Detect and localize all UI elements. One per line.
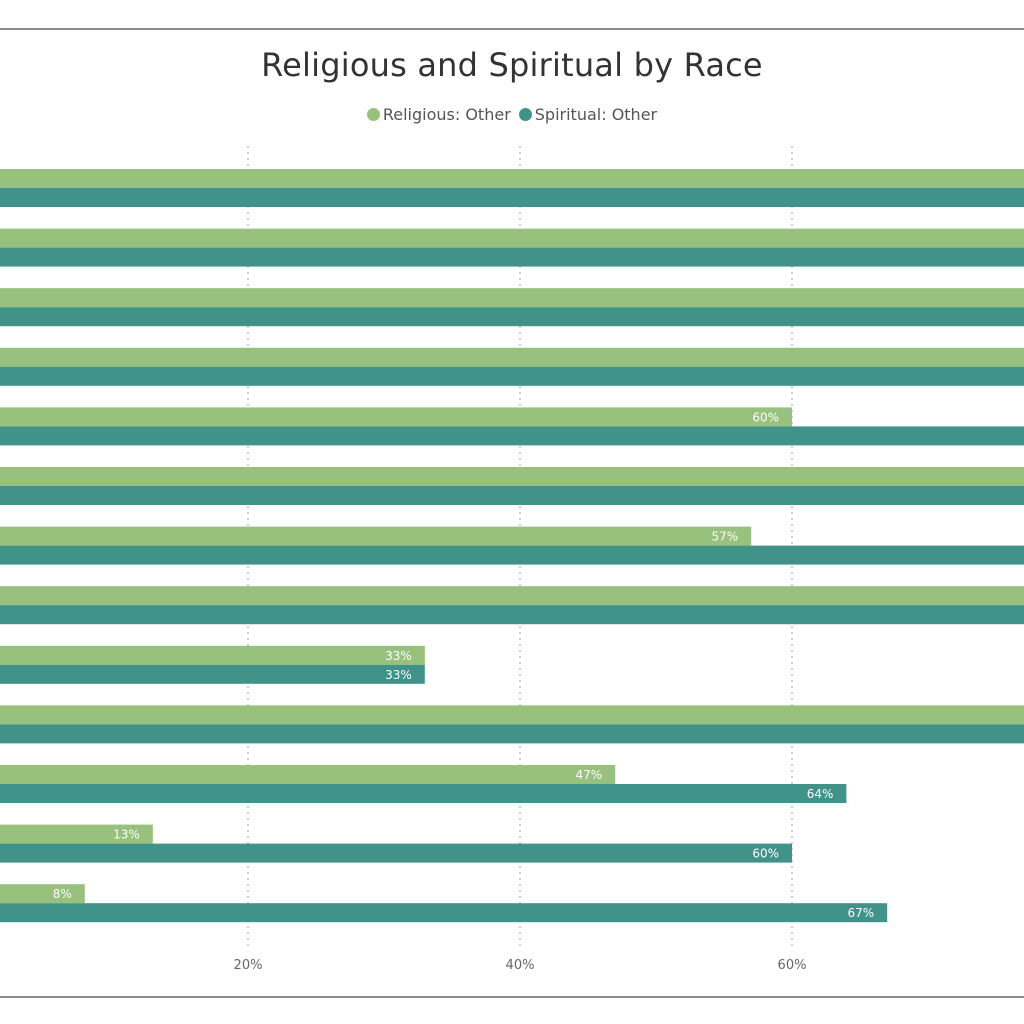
bar-religious[interactable] [0, 765, 616, 784]
x-tick-label: 20% [234, 958, 263, 973]
legend-item-spiritual[interactable]: Spiritual: Other [518, 105, 658, 124]
data-label: 8% [53, 887, 72, 901]
x-tick-label: 60% [778, 958, 807, 973]
data-label: 67% [848, 906, 875, 920]
bar-religious[interactable] [0, 467, 1024, 486]
data-label: 57% [712, 530, 739, 544]
bar-religious[interactable] [0, 645, 425, 665]
bar-religious[interactable] [0, 586, 1024, 606]
bar-spiritual[interactable] [0, 843, 792, 863]
data-label: 33% [385, 668, 412, 682]
bar-religious[interactable] [0, 288, 1024, 308]
bar-spiritual[interactable] [0, 426, 1024, 446]
bar-religious[interactable] [0, 228, 1024, 248]
chart-title: Religious and Spiritual by Race [261, 46, 763, 84]
legend-label-spiritual: Spiritual: Other [534, 105, 658, 124]
data-label: 64% [807, 787, 834, 801]
bar-religious[interactable] [0, 705, 1024, 725]
bar-spiritual[interactable] [0, 545, 1024, 565]
legend-dot-religious [366, 108, 380, 121]
data-label: 47% [576, 768, 603, 782]
bar-religious[interactable] [0, 824, 153, 844]
top-border [0, 28, 1024, 30]
bar-religious[interactable] [0, 347, 1024, 367]
legend-dot-spiritual [518, 108, 532, 121]
data-label: 60% [752, 847, 779, 861]
bar-religious[interactable] [0, 884, 85, 904]
bar-spiritual[interactable] [0, 188, 1024, 207]
bar-religious[interactable] [0, 407, 792, 427]
bar-spiritual[interactable] [0, 486, 1024, 505]
data-label: 60% [752, 410, 779, 424]
legend-label-religious: Religious: Other [382, 105, 511, 124]
bottom-border [0, 996, 1024, 998]
bar-spiritual[interactable] [0, 664, 425, 684]
bar-spiritual[interactable] [0, 307, 1024, 327]
bar-spiritual[interactable] [0, 724, 1024, 744]
bar-spiritual[interactable] [0, 903, 888, 923]
legend: Religious: Other Spiritual: Other [0, 105, 1024, 124]
bar-spiritual[interactable] [0, 784, 847, 803]
x-tick-label: 40% [506, 958, 535, 973]
data-label: 13% [113, 828, 140, 842]
bar-spiritual[interactable] [0, 247, 1024, 267]
bar-religious[interactable] [0, 169, 1024, 188]
bar-spiritual[interactable] [0, 605, 1024, 625]
legend-item-religious[interactable]: Religious: Other [366, 105, 511, 124]
bar-spiritual[interactable] [0, 366, 1024, 386]
data-label: 33% [385, 649, 412, 663]
bar-religious[interactable] [0, 526, 752, 546]
